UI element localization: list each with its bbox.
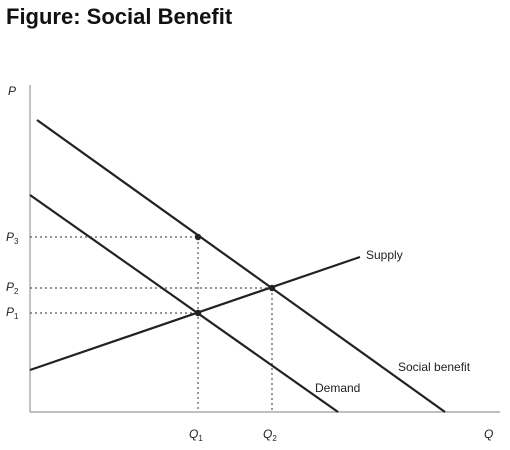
demand-label: Demand [315,381,360,395]
point-q1-p1 [194,309,202,317]
y-axis-label: P [8,84,16,98]
tick-label-p2: P2 [6,280,19,296]
tick-label-q1: Q1 [189,427,203,443]
tick-label-p1: P1 [6,305,19,321]
tick-label-q2: Q2 [263,427,277,443]
figure-title: Figure: Social Benefit [6,4,233,29]
social-benefit-curve [36,119,446,413]
tick-label-p3: P3 [6,230,19,246]
demand-curve [29,194,339,413]
x-axis-label: Q [484,427,493,441]
social-benefit-label: Social benefit [398,360,471,374]
supply-label: Supply [366,248,403,262]
point-q2-p2 [268,284,276,292]
point-q1-p3 [194,233,202,241]
